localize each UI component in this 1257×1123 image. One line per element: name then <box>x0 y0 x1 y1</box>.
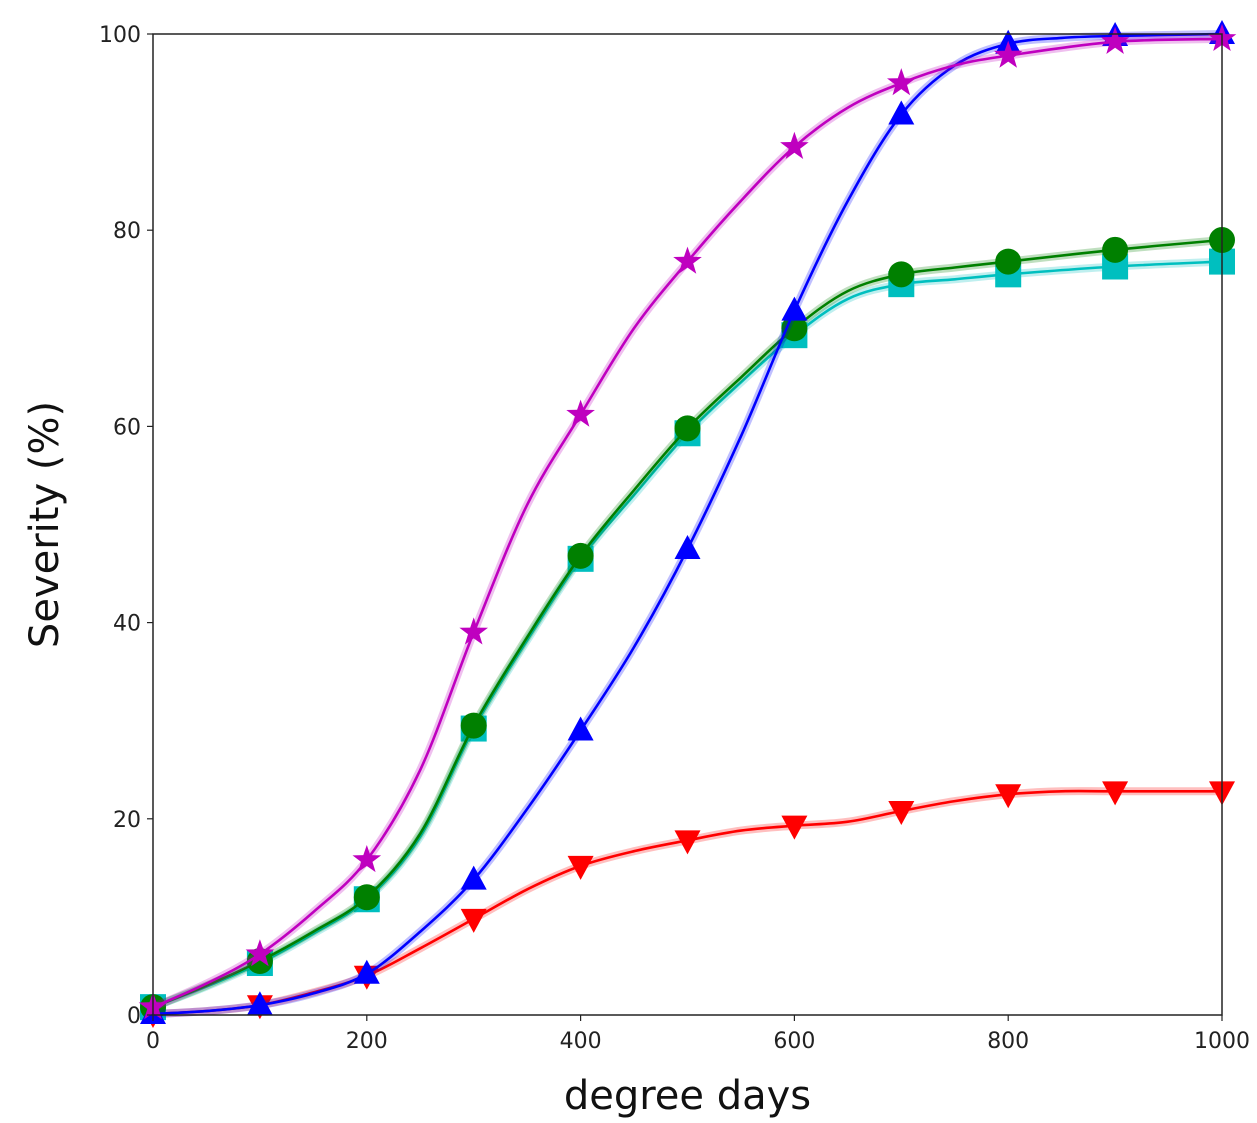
star-marker <box>993 40 1023 68</box>
series-triangle-up <box>140 20 1235 1025</box>
triangle-up-marker <box>888 100 915 125</box>
x-tick-label: 800 <box>987 1029 1029 1054</box>
plot-frame <box>152 33 1223 1016</box>
series-line <box>152 238 1223 1009</box>
circle-marker <box>1102 236 1129 263</box>
x-tick-label: 1000 <box>1194 1029 1250 1054</box>
triangle-up-marker <box>460 865 487 890</box>
triangle-down-marker <box>460 908 487 933</box>
series-line <box>152 32 1223 1016</box>
triangle-up-marker <box>246 991 273 1016</box>
triangle-down-marker <box>567 855 594 880</box>
series-band <box>152 787 1222 1018</box>
series-star <box>138 23 1237 1020</box>
series-line <box>152 37 1223 1009</box>
series-square <box>140 248 1235 1021</box>
series-circle <box>140 227 1235 1021</box>
series-layer <box>138 20 1237 1029</box>
series-band <box>151 257 1223 1011</box>
triangle-down-marker <box>995 784 1022 809</box>
series-band <box>152 30 1223 1018</box>
x-tick-label: 400 <box>560 1029 602 1054</box>
star-marker <box>245 939 275 967</box>
x-tick-label: 600 <box>773 1029 815 1054</box>
y-tick-label: 40 <box>113 612 141 637</box>
triangle-down-marker <box>888 800 915 825</box>
y-tick-label: 20 <box>113 808 141 833</box>
triangle-up-marker <box>567 716 594 741</box>
star-marker <box>459 617 488 645</box>
y-tick-label: 80 <box>113 219 141 244</box>
y-tick-label: 60 <box>113 415 141 440</box>
x-tick-label: 0 <box>146 1029 160 1054</box>
x-axis-label: degree days <box>564 1073 811 1119</box>
star-marker <box>566 399 595 427</box>
series-line <box>152 789 1222 1016</box>
series-line <box>152 260 1223 1009</box>
series-band <box>151 34 1223 1011</box>
triangle-down-marker <box>674 830 701 855</box>
circle-marker <box>674 415 701 442</box>
circle-marker <box>460 712 487 739</box>
triangle-up-marker <box>674 535 701 560</box>
y-tick-label: 100 <box>99 23 141 48</box>
star-marker <box>780 131 809 159</box>
series-triangle-down <box>140 781 1235 1029</box>
triangle-down-marker <box>1102 781 1129 806</box>
y-axis-label: Severity (%) <box>22 401 68 648</box>
star-marker <box>673 246 702 274</box>
star-marker <box>887 68 916 96</box>
triangle-up-marker <box>353 959 380 984</box>
triangle-down-marker <box>781 815 808 840</box>
star-marker <box>352 845 382 873</box>
circle-marker <box>567 542 594 569</box>
circle-marker <box>781 315 808 342</box>
star-marker <box>1100 26 1130 54</box>
triangle-up-marker <box>781 296 808 321</box>
axes-layer: 0 200 400 600 800 1000 0 20 40 60 80 100 <box>99 23 1250 1054</box>
circle-marker <box>995 248 1022 275</box>
series-band <box>151 236 1223 1011</box>
circle-marker <box>888 261 915 288</box>
x-tick-label: 200 <box>346 1029 388 1054</box>
circle-marker <box>353 884 380 911</box>
y-tick-label: 0 <box>127 1004 141 1029</box>
